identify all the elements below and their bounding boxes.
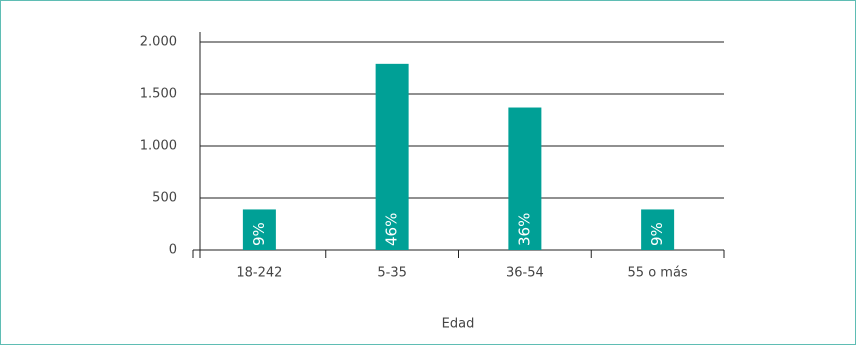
bar-label: 9% [250,222,268,246]
bar-label: 9% [648,222,666,246]
bar [242,209,276,250]
x-tick-label: 18-242 [236,266,282,281]
y-tick-label: 1.500 [140,87,177,102]
bar-label: 46% [383,213,401,246]
x-tick-label: 36-54 [506,266,544,281]
bar [375,63,409,251]
y-tick-label: 0 [169,243,177,258]
x-tick-label: 55 o más [628,266,688,281]
x-axis-label: Edad [442,317,475,332]
y-tick-label: 2.000 [140,35,177,50]
bar [641,209,675,250]
bar-label: 36% [515,213,533,246]
bar [508,107,542,251]
y-tick-label: 1.000 [140,139,177,154]
x-tick-label: 5-35 [377,266,407,281]
y-tick-label: 500 [152,191,177,206]
